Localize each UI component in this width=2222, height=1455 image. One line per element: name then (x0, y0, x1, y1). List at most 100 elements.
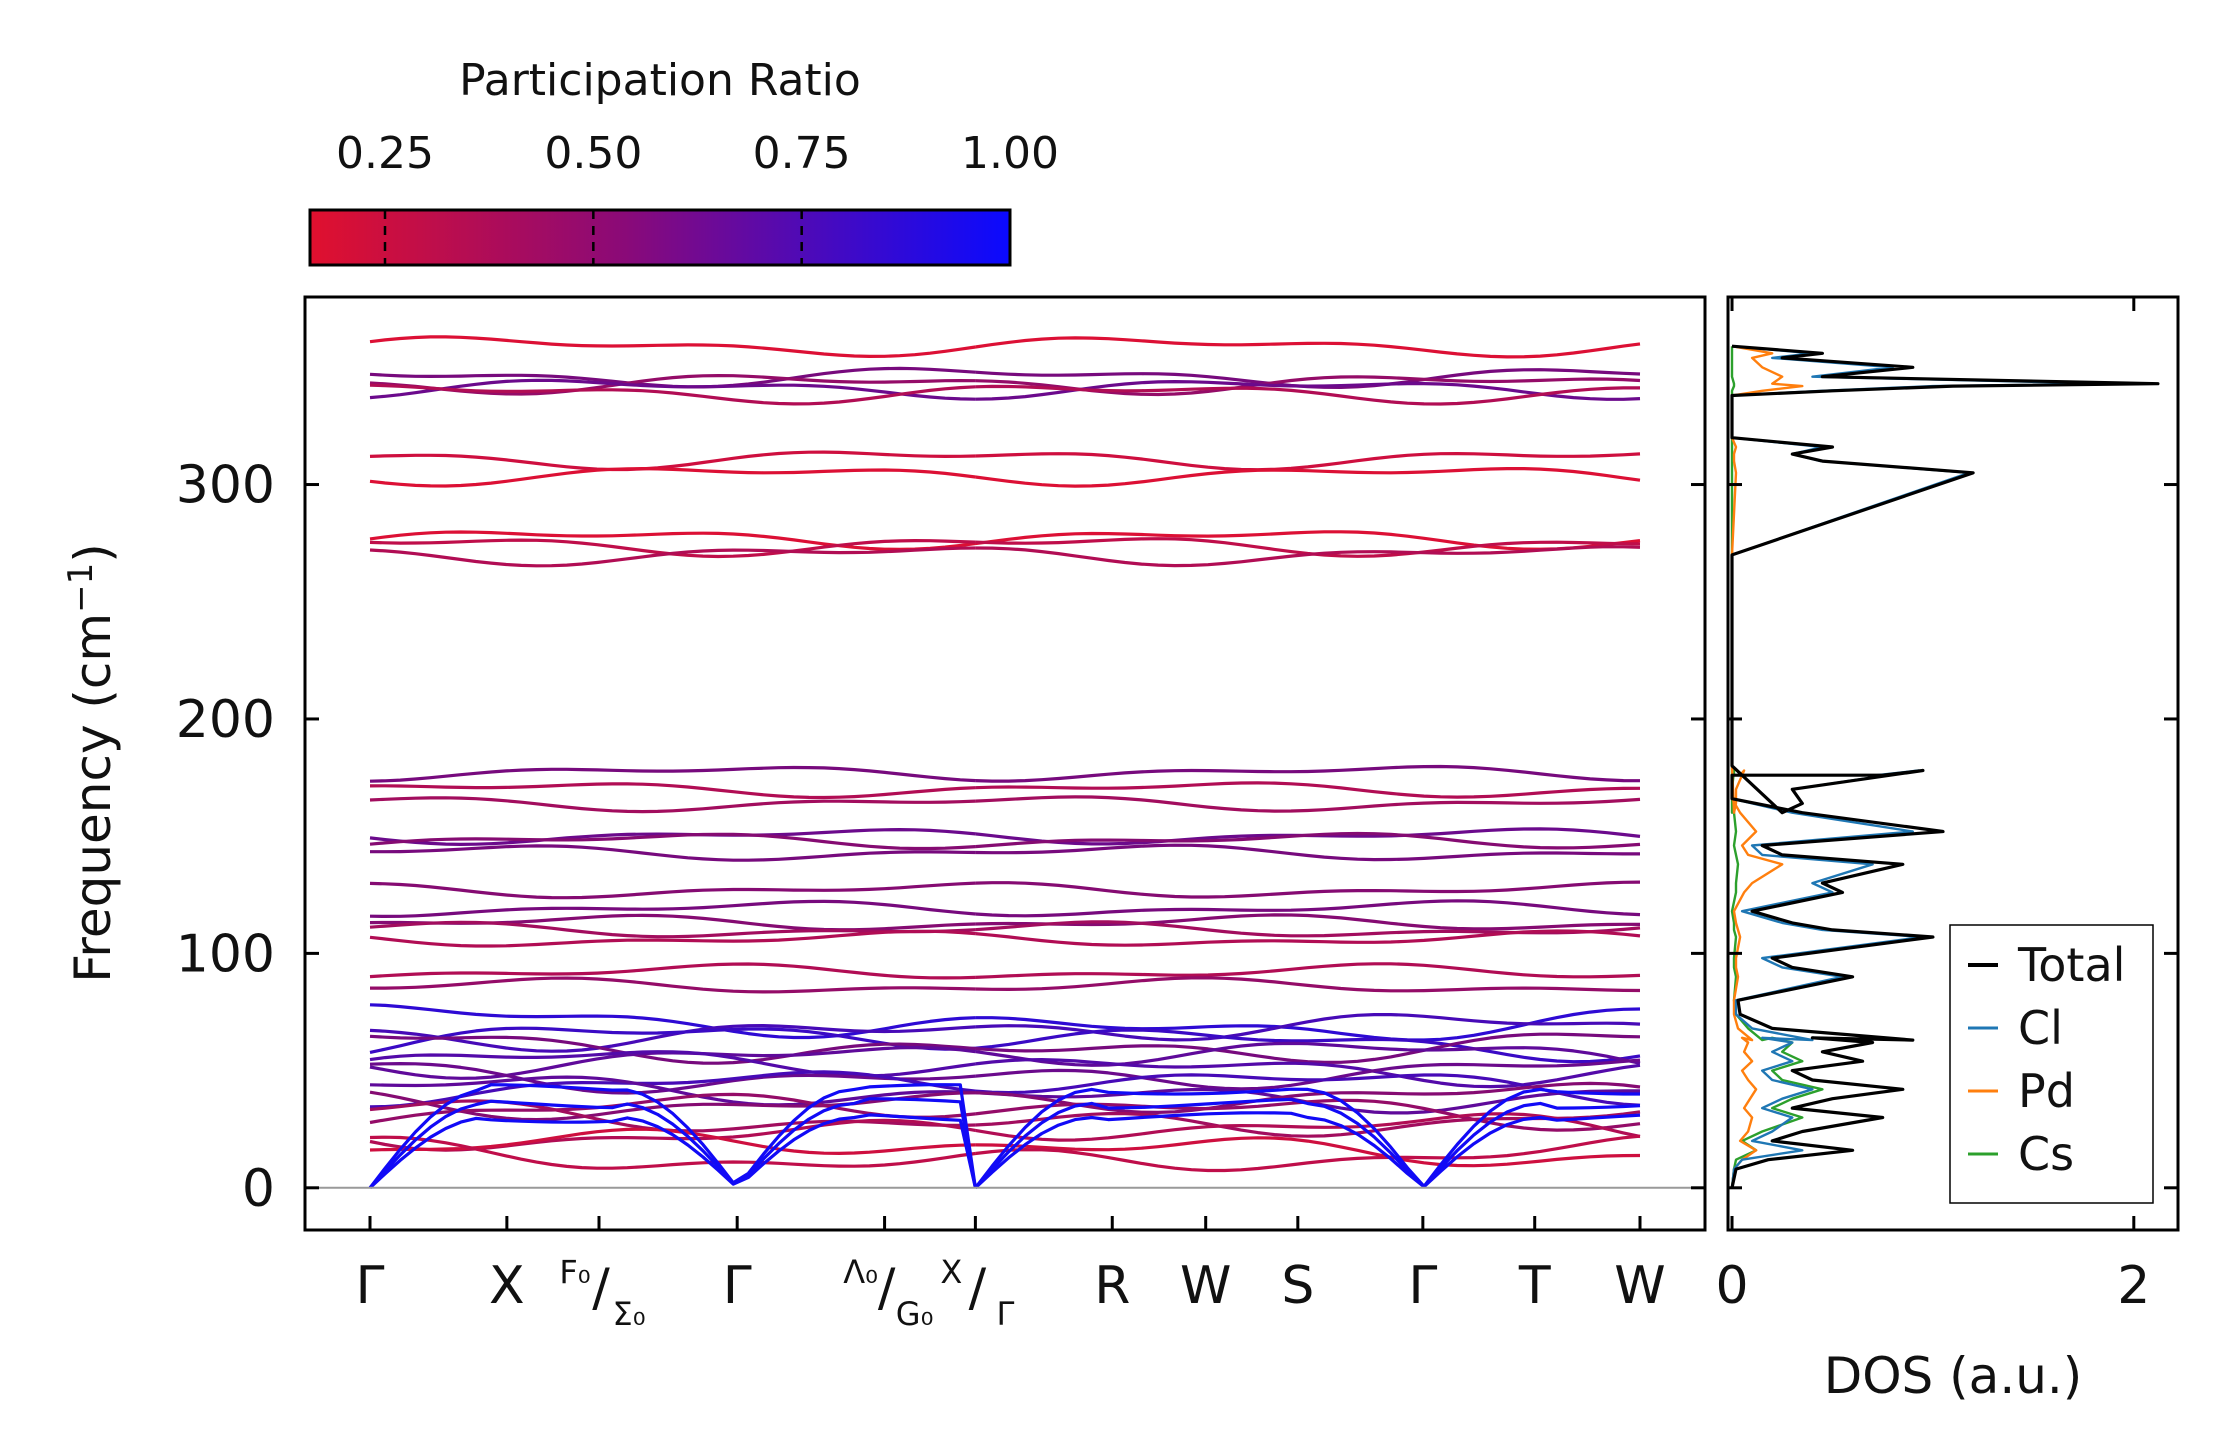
k-point-label-sub: Σ₀ (612, 1295, 645, 1333)
band-line (975, 899, 1641, 918)
legend-box (1949, 924, 2154, 1204)
colorbar-tick-label: 0.50 (544, 128, 642, 179)
k-point-label: X (489, 1256, 525, 1316)
band-line (369, 929, 976, 948)
dos-x-tick-label: 2 (2117, 1256, 2150, 1316)
band-line (369, 1090, 976, 1122)
band-line (975, 1134, 1641, 1173)
band-line (975, 976, 1641, 993)
band-line (974, 1087, 1640, 1189)
band-line (369, 782, 976, 800)
band-line (369, 796, 976, 814)
colorbar-tick-label: 0.75 (753, 128, 851, 179)
k-point-label-sup: F₀ (559, 1253, 590, 1291)
k-point-label-sup: X (940, 1253, 962, 1291)
band-line (974, 1111, 1641, 1189)
dos-panel: 0 2 DOS (a.u.) Total Cl Pd Cs (1715, 295, 2180, 1405)
band-line (975, 781, 1641, 799)
legend-label-pd: Pd (2018, 1064, 2075, 1118)
colorbar-gradient (308, 208, 1012, 267)
band-line (369, 1127, 976, 1155)
band-line (975, 1058, 1641, 1091)
band-line (975, 795, 1641, 813)
band-line (369, 1050, 976, 1078)
band-line (369, 383, 976, 406)
band-line (975, 1058, 1641, 1089)
band-line (975, 545, 1641, 568)
k-point-label: W (1180, 1256, 1231, 1316)
k-point-label: Γ (723, 1256, 752, 1316)
band-line (368, 1113, 977, 1189)
colorbar-tick-label: 1.00 (961, 128, 1059, 179)
band-line (369, 962, 976, 980)
colorbar-tick-label: 0.25 (336, 128, 434, 179)
legend-label-cl: Cl (2018, 1001, 2063, 1055)
band-line (368, 1083, 977, 1189)
band-line (975, 920, 1641, 938)
dos-x-axis-label: DOS (a.u.) (1824, 1347, 2083, 1405)
band-line (370, 844, 976, 862)
y-tick-label: 0 (242, 1159, 275, 1219)
band-line (975, 880, 1641, 899)
band-line (974, 1097, 1641, 1189)
k-point-label-slash: / (878, 1258, 896, 1318)
band-line (975, 962, 1641, 979)
k-point-label-sub: Γ (996, 1295, 1014, 1333)
y-tick-label: 100 (176, 924, 275, 984)
y-axis-label: Frequency (cm−1) (61, 543, 122, 983)
band-line (369, 530, 976, 551)
band-line (369, 765, 976, 783)
k-point-label: S (1281, 1256, 1314, 1316)
band-line (975, 1136, 1641, 1168)
band-line (369, 1070, 976, 1109)
band-line (975, 1032, 1641, 1064)
y-tick-label: 300 (176, 456, 275, 516)
k-point-label-slash: / (969, 1258, 987, 1318)
legend-label-cs: Cs (2018, 1127, 2074, 1181)
band-line (975, 1013, 1641, 1042)
band-line (369, 1026, 976, 1054)
band-line (975, 764, 1641, 783)
band-line (369, 546, 976, 568)
band-line (369, 832, 976, 851)
band-line (369, 450, 976, 472)
band-line (975, 1081, 1641, 1114)
band-line (369, 378, 976, 401)
colorbar-title: Participation Ratio (459, 55, 861, 106)
band-line (975, 831, 1641, 850)
band-line (975, 452, 1641, 472)
k-point-label: T (1518, 1256, 1551, 1316)
band-line (369, 335, 976, 358)
dos-x-tick-label: 0 (1715, 1256, 1748, 1316)
band-line (975, 913, 1641, 931)
k-point-label: Γ (1408, 1256, 1437, 1316)
band-line (975, 530, 1641, 551)
band-line (369, 467, 976, 488)
legend: Total Cl Pd Cs (1949, 924, 2154, 1204)
band-line (975, 843, 1640, 862)
band-line (369, 881, 976, 900)
band-line (370, 976, 976, 994)
k-point-label-sub: G₀ (896, 1295, 934, 1333)
y-tick-label: 200 (176, 690, 275, 750)
legend-label-total: Total (2017, 938, 2125, 992)
k-point-label-slash: / (592, 1258, 610, 1318)
colorbar: Participation Ratio 0.25 0.50 0.75 1.00 (308, 55, 1059, 267)
band-line (975, 384, 1640, 406)
band-line (369, 1075, 976, 1107)
band-line (975, 929, 1641, 947)
band-line (369, 1034, 976, 1065)
dos-axes-frame (1726, 295, 2180, 1232)
band-line (369, 899, 976, 918)
dos-line-total (1730, 344, 2160, 1189)
k-point-label: Γ (356, 1256, 385, 1316)
band-line (975, 467, 1641, 488)
dos-line-cs (1730, 346, 1824, 1188)
band-line (975, 1041, 1641, 1067)
band-line (369, 1135, 976, 1170)
band-line (975, 1028, 1641, 1064)
k-point-label: R (1094, 1256, 1130, 1316)
band-line (369, 1023, 976, 1053)
